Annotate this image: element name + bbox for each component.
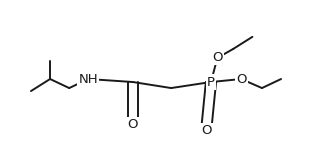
Text: NH: NH <box>78 73 98 86</box>
Text: O: O <box>128 118 138 131</box>
Text: O: O <box>201 124 212 137</box>
Text: O: O <box>212 51 223 64</box>
Text: O: O <box>236 73 246 86</box>
Text: P: P <box>207 76 215 88</box>
